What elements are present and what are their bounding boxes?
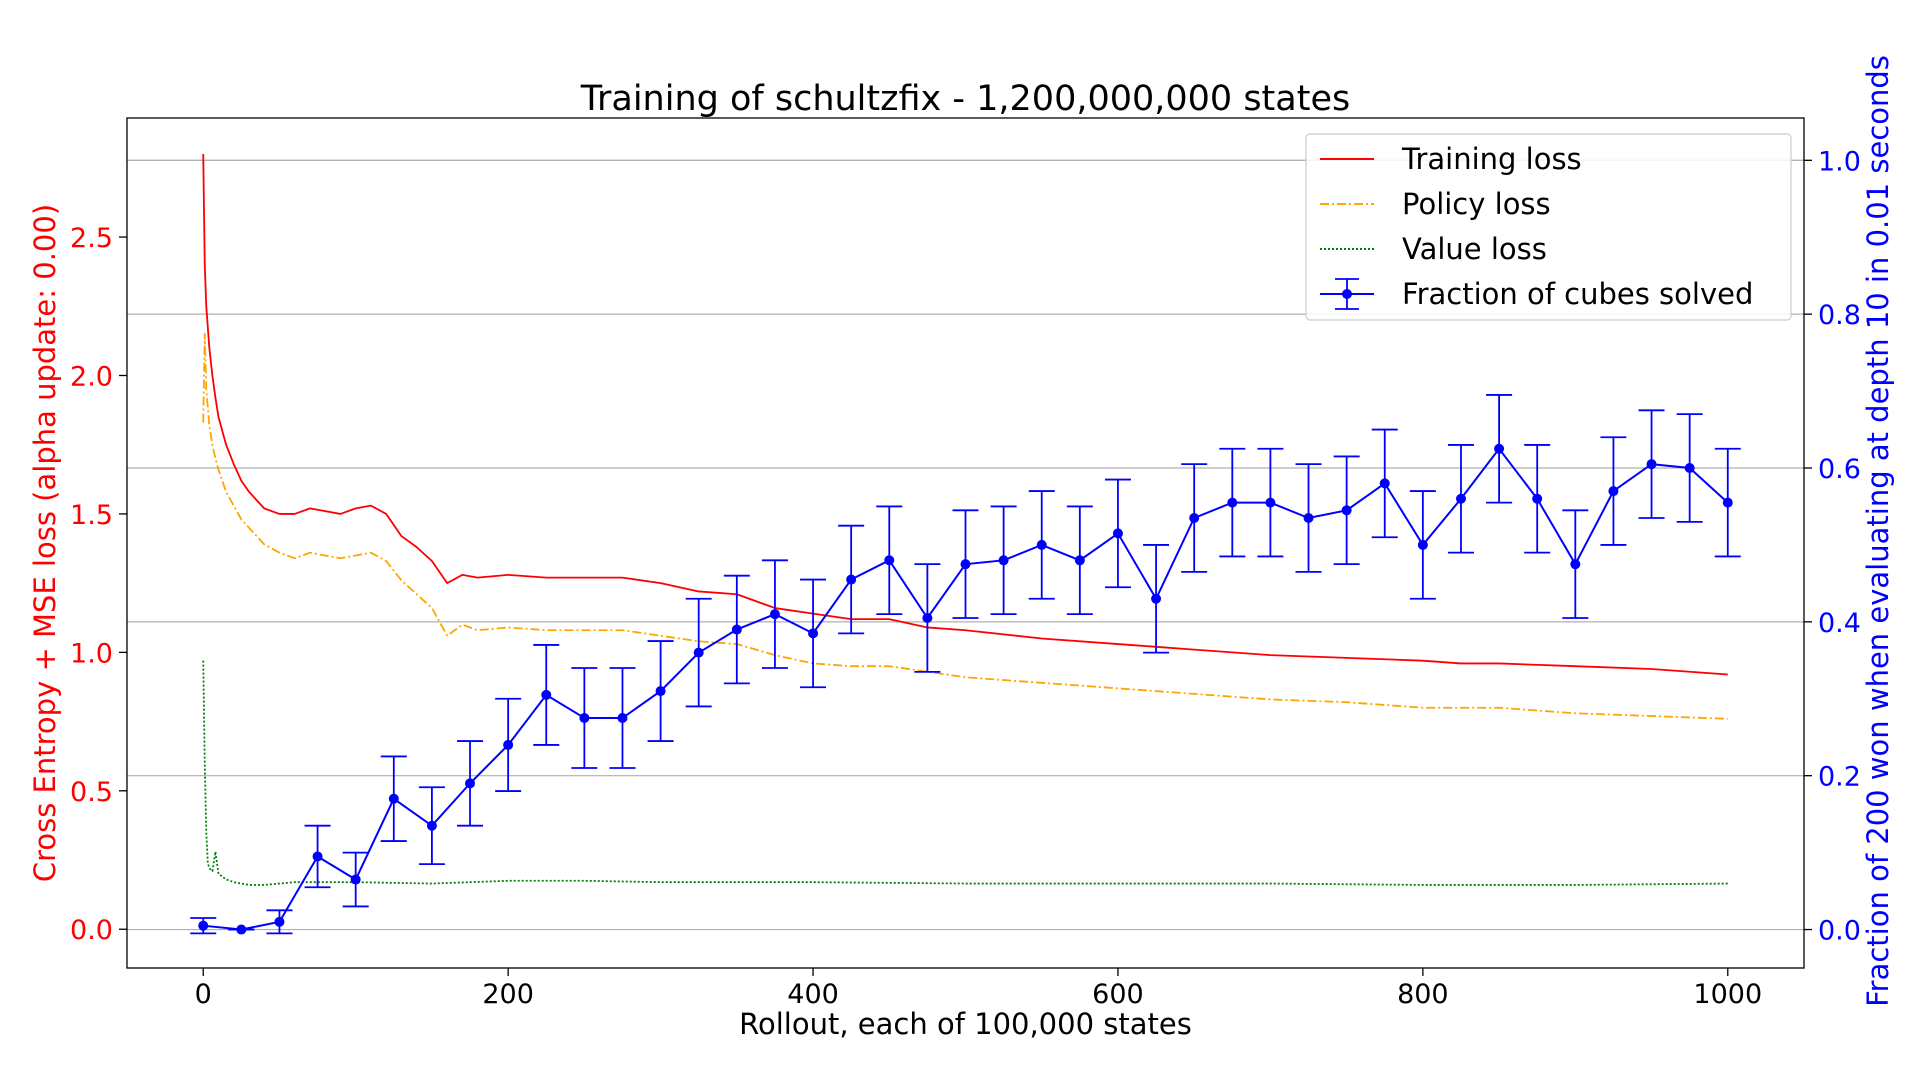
data-point [1608,486,1619,497]
left-y-axis-ticks: 0.0 0.5 1.0 1.5 2.0 2.5 [70,223,127,946]
legend-marker [1342,289,1352,299]
legend-label: Training loss [1401,142,1582,176]
legend: Training loss Policy loss Value loss Fracti… [1305,133,1792,321]
plot-series [190,153,1741,935]
left-y-tick-label: 1.0 [70,638,113,669]
data-point [1532,493,1543,504]
gridlines [127,159,1804,931]
data-point [731,624,742,635]
data-point [1570,559,1581,570]
data-point [1379,478,1390,489]
data-point [312,851,323,862]
data-point [1151,593,1162,604]
data-point [1494,443,1505,454]
data-point [426,820,437,831]
data-point [998,555,1009,566]
data-point [388,793,399,804]
x-tick-label: 600 [1092,979,1144,1010]
data-point [236,924,247,935]
data-point [846,574,857,585]
data-point [541,689,552,700]
right-y-tick-label: 0.0 [1818,916,1861,947]
x-axis-label: Rollout, each of 100,000 states [739,1007,1192,1041]
right-y-tick-label: 0.8 [1818,300,1861,331]
right-y-tick-label: 0.2 [1818,762,1861,793]
data-point [1722,497,1733,508]
training-loss-line [202,153,1728,676]
policy-loss-line [202,333,1728,720]
legend-box [1305,133,1792,321]
left-y-axis-label: Cross Entropy + MSE loss (alpha update: … [28,204,62,882]
data-point [922,613,933,623]
right-y-axis-label: Fraction of 200 won when evaluating at d… [1861,55,1895,1007]
x-tick-label: 1000 [1693,979,1762,1010]
plot-frame [126,117,1805,969]
data-point [1074,555,1085,566]
x-axis-ticks: 0 200 400 600 800 1000 [195,968,1762,1010]
right-y-axis-ticks: 0.0 0.2 0.4 0.6 0.8 1.0 [1804,146,1861,947]
right-y-tick-label: 1.0 [1818,146,1861,177]
chart-title: Training of schultzfix - 1,200,000,000 s… [580,79,1350,119]
data-point [655,686,666,697]
data-point [884,555,895,566]
data-point [350,874,361,885]
data-point [1646,459,1657,470]
data-point [769,609,780,620]
left-y-tick-label: 0.0 [70,915,113,946]
data-point [1417,539,1428,550]
data-point [503,739,514,750]
right-y-tick-label: 0.6 [1818,454,1861,485]
data-point [617,713,628,723]
data-point [1189,513,1200,523]
legend-label: Policy loss [1402,187,1551,221]
value-loss-line [202,660,1728,886]
data-point [1341,505,1352,516]
data-point [579,713,590,723]
data-point [198,920,209,931]
data-point [1036,539,1047,550]
data-point [808,628,819,639]
data-point [1265,497,1276,508]
legend-label: Fraction of cubes solved [1402,277,1753,311]
data-point [1455,493,1466,504]
left-y-tick-label: 2.0 [70,361,113,392]
legend-label: Value loss [1402,232,1547,266]
data-point [1112,528,1123,539]
data-point [693,647,704,658]
right-y-tick-label: 0.4 [1818,608,1861,639]
data-point [465,778,476,789]
data-point [274,916,285,927]
data-point [1227,497,1238,508]
data-point [1684,463,1695,473]
x-tick-label: 400 [787,979,839,1010]
left-y-tick-label: 2.5 [70,223,113,254]
x-tick-label: 800 [1397,979,1449,1010]
x-tick-label: 0 [195,979,212,1010]
left-y-tick-label: 0.5 [70,777,113,808]
x-tick-label: 200 [482,979,534,1010]
data-point [960,559,971,570]
data-point [1303,513,1314,523]
left-y-tick-label: 1.5 [70,500,113,531]
